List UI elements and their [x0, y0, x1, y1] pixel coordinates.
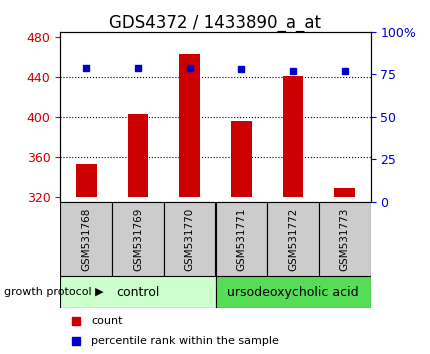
- Bar: [282, 76, 303, 197]
- Text: growth protocol ▶: growth protocol ▶: [4, 287, 104, 297]
- Bar: [334, 188, 354, 197]
- Bar: [163, 202, 215, 276]
- Bar: [60, 276, 215, 308]
- Bar: [112, 202, 163, 276]
- Text: control: control: [116, 286, 159, 298]
- Bar: [127, 114, 148, 197]
- Bar: [76, 164, 96, 197]
- Text: GSM531768: GSM531768: [81, 207, 91, 271]
- Bar: [215, 276, 370, 308]
- Bar: [267, 202, 318, 276]
- Text: ursodeoxycholic acid: ursodeoxycholic acid: [227, 286, 358, 298]
- Bar: [230, 121, 251, 197]
- Bar: [318, 202, 370, 276]
- Text: GSM531769: GSM531769: [132, 207, 143, 271]
- Text: GSM531771: GSM531771: [236, 207, 246, 271]
- Text: GDS4372 / 1433890_a_at: GDS4372 / 1433890_a_at: [109, 14, 321, 32]
- Bar: [215, 202, 267, 276]
- Text: GSM531773: GSM531773: [339, 207, 349, 271]
- Bar: [179, 54, 200, 197]
- Bar: [60, 202, 112, 276]
- Text: count: count: [91, 316, 123, 326]
- Text: GSM531770: GSM531770: [184, 207, 194, 270]
- Text: percentile rank within the sample: percentile rank within the sample: [91, 336, 279, 346]
- Text: GSM531772: GSM531772: [287, 207, 298, 271]
